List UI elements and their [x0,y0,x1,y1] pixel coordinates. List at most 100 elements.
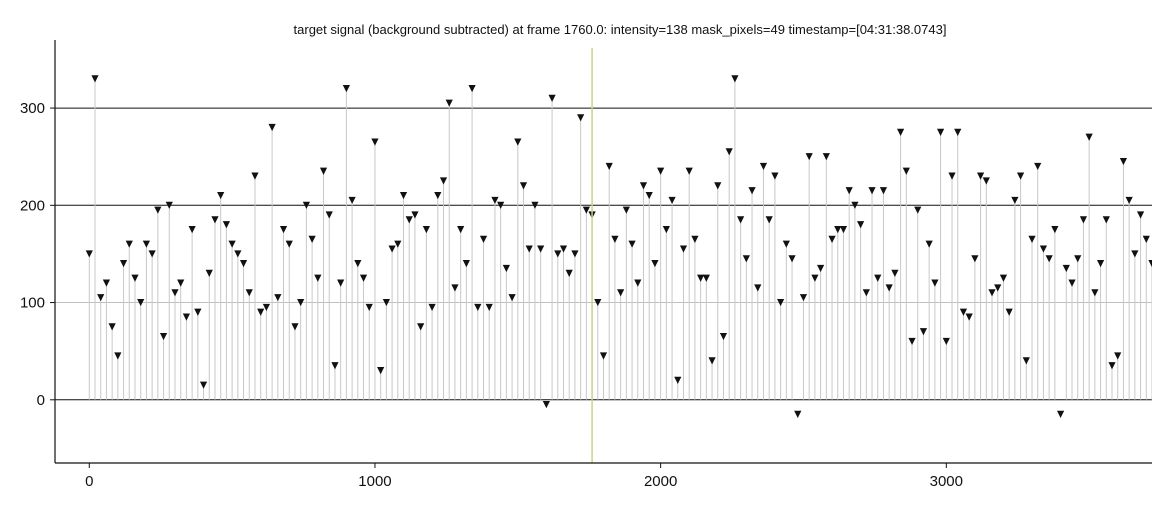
x-tick-label-1000: 1000 [358,473,391,490]
data-point-141 [891,269,899,277]
data-point-104 [679,245,688,253]
data-point-167 [1039,245,1048,253]
data-point-59 [422,226,430,234]
data-point-41 [319,167,328,175]
data-point-186 [1148,260,1152,268]
data-point-84 [565,269,573,277]
data-point-177 [1096,260,1105,268]
data-point-83 [559,245,568,253]
data-point-46 [348,196,356,205]
data-point-47 [354,260,362,268]
data-point-42 [325,211,333,219]
data-point-155 [971,255,979,263]
data-point-103 [674,376,682,384]
data-point-113 [731,75,739,83]
data-point-37 [297,298,305,307]
data-point-138 [874,274,882,282]
data-point-31 [262,303,271,312]
data-point-115 [742,255,750,263]
data-point-183 [1131,250,1139,258]
chart-title: target signal (background subtracted) at… [293,22,947,37]
data-point-11 [148,250,156,258]
x-tick-label-3000: 3000 [930,473,963,490]
data-point-101 [662,226,670,234]
data-point-149 [936,128,945,136]
data-point-5 [114,352,122,360]
data-point-164 [1022,357,1030,365]
data-point-154 [965,313,973,321]
data-point-111 [719,332,728,341]
data-point-81 [548,94,556,102]
data-point-48 [359,274,368,282]
data-point-176 [1091,289,1099,297]
data-point-74 [508,294,516,302]
data-point-24 [222,221,231,229]
data-point-184 [1136,211,1145,219]
data-point-94 [622,206,630,214]
data-point-108 [702,274,710,282]
data-point-144 [908,337,916,346]
data-point-182 [1125,196,1133,205]
data-point-168 [1045,255,1053,263]
data-point-118 [759,162,768,171]
data-point-137 [868,187,876,195]
data-point-157 [982,177,990,185]
data-point-140 [885,284,893,292]
data-point-27 [239,260,248,268]
data-point-109 [708,357,716,365]
data-point-185 [1142,235,1150,243]
data-point-146 [919,328,928,336]
data-point-2 [97,294,105,302]
data-point-49 [365,303,373,312]
data-point-71 [491,196,499,205]
data-point-4 [108,323,116,331]
data-point-3 [102,279,111,287]
data-point-28 [245,289,253,297]
data-point-18 [188,226,196,234]
data-point-136 [862,289,870,297]
data-point-39 [308,235,316,243]
data-point-102 [668,196,676,205]
data-point-122 [782,240,790,248]
data-point-76 [519,182,528,190]
data-point-127 [811,274,819,282]
data-point-126 [805,153,813,161]
data-point-148 [931,279,939,287]
data-point-80 [542,401,550,409]
data-point-21 [205,269,213,277]
data-point-134 [851,201,859,209]
data-point-93 [617,289,625,297]
data-point-161 [1005,308,1013,316]
data-point-52 [382,298,390,307]
data-point-139 [879,187,888,195]
data-point-179 [1108,362,1116,370]
data-point-10 [142,240,151,248]
data-point-66 [462,260,470,268]
data-point-116 [748,187,756,195]
data-point-125 [799,294,808,302]
data-point-63 [445,99,453,107]
data-point-32 [268,123,276,132]
data-point-133 [845,187,853,195]
data-point-56 [405,216,413,224]
data-point-61 [434,191,442,200]
data-point-86 [577,114,585,122]
data-point-1 [91,75,99,83]
data-point-132 [839,226,848,234]
data-point-100 [657,167,665,175]
data-point-130 [828,235,836,243]
data-point-110 [714,182,722,190]
data-point-43 [331,362,339,370]
data-point-173 [1074,255,1082,263]
data-point-13 [159,332,168,341]
data-point-105 [685,167,693,175]
data-point-25 [228,240,236,248]
data-point-26 [234,250,242,258]
data-point-121 [777,298,785,307]
data-point-89 [594,298,602,307]
data-point-19 [194,308,202,316]
data-point-152 [954,128,962,136]
data-point-68 [474,303,482,312]
data-point-87 [582,206,590,214]
